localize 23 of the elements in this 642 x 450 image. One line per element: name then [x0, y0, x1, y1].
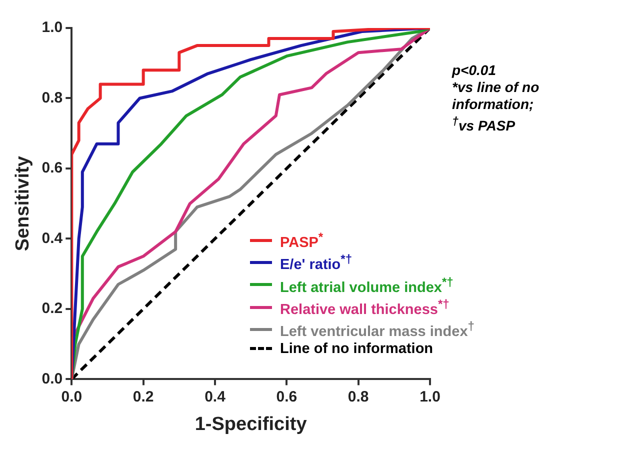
legend-label: Left ventricular mass index$^{†}$: [280, 318, 474, 341]
legend-label: Left atrial volume index$^{*†}$: [280, 274, 454, 296]
y-tick-label: 0.2: [42, 300, 63, 318]
y-axis-title: Sensitivity: [12, 156, 34, 252]
x-tick-label: 0.2: [132, 388, 154, 406]
x-axis-title: 1-Specificity: [194, 414, 308, 435]
y-tick-label: 0.4: [42, 230, 64, 247]
x-tick-label: 0.0: [61, 388, 82, 406]
y-tick-label: 1.0: [42, 19, 63, 36]
y-tick-label: 0.6: [42, 160, 63, 177]
x-tick-label: 0.4: [204, 388, 226, 406]
text: p<0.01: [452, 62, 497, 79]
y-tick-label: 0.0: [42, 370, 63, 388]
x-tick-label: 1.0: [420, 388, 440, 406]
legend-label: Line of no information: [280, 340, 434, 358]
legend-label: Relative wall thickness$^{*†}$: [280, 296, 450, 318]
x-tick-label: 0.8: [348, 388, 369, 406]
text: $^{†}$vs PASP: [452, 114, 516, 135]
legend-label: PASP$^{*}$: [280, 229, 324, 252]
text: *vs line of no information;: [452, 79, 540, 113]
y-tick-label: 0.8: [42, 89, 63, 106]
legend-label: E/e' ratio$^{*†}$: [280, 251, 352, 274]
x-tick-label: 0.6: [276, 388, 298, 406]
